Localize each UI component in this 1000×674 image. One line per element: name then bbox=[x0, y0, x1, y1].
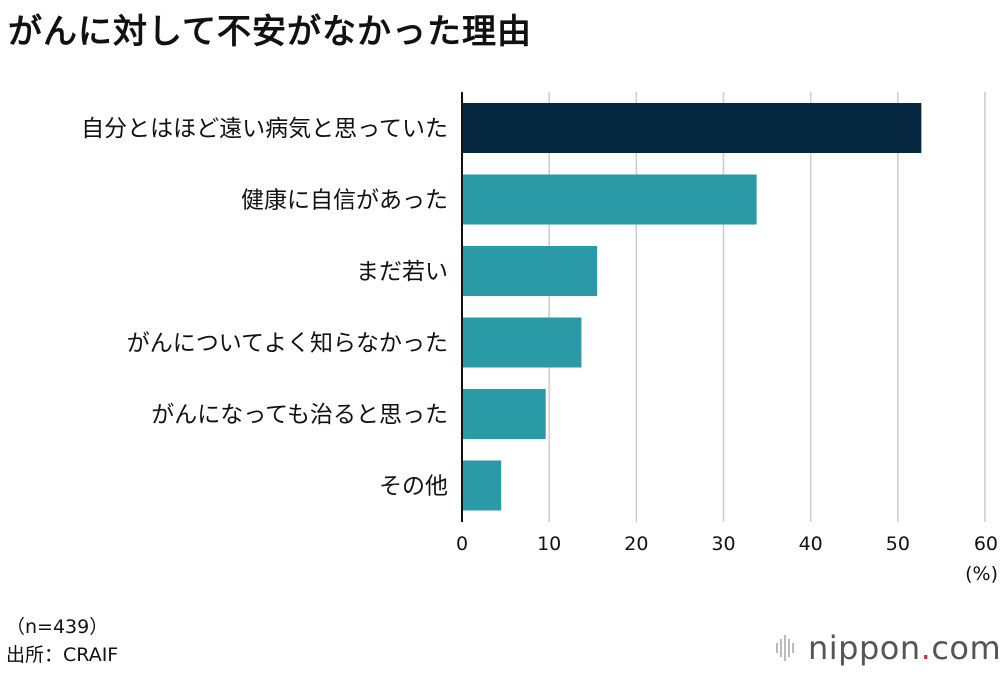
x-tick-label: 0 bbox=[456, 533, 468, 555]
bars bbox=[462, 103, 922, 511]
source-note: 出所：CRAIF bbox=[6, 644, 119, 666]
x-tick-label: 10 bbox=[537, 533, 561, 555]
sample-size-note: （n=439） bbox=[6, 616, 109, 638]
brand-mark-icon bbox=[776, 635, 794, 661]
category-label: 自分とはほど遠い病気と思っていた bbox=[81, 116, 448, 142]
x-tick-label: 40 bbox=[799, 533, 823, 555]
x-tick-label: 20 bbox=[624, 533, 648, 555]
category-label: がんについてよく知らなかった bbox=[127, 331, 448, 357]
bar bbox=[462, 174, 757, 225]
bar-chart: 自分とはほど遠い病気と思っていた健康に自信があったまだ若いがんについてよく知らな… bbox=[81, 92, 998, 585]
gridlines bbox=[548, 92, 986, 522]
x-unit-label: (%) bbox=[965, 563, 998, 585]
bar bbox=[462, 460, 502, 511]
bar bbox=[462, 389, 546, 439]
category-label: がんになっても治ると思った bbox=[151, 402, 448, 428]
chart-title: がんに対して不安がなかった理由 bbox=[8, 12, 532, 52]
x-tick-label: 60 bbox=[974, 533, 998, 555]
category-label: 健康に自信があった bbox=[241, 188, 448, 214]
bar bbox=[462, 103, 922, 153]
x-tick-label: 50 bbox=[886, 533, 910, 555]
category-label: その他 bbox=[379, 474, 448, 500]
category-labels: 自分とはほど遠い病気と思っていた健康に自信があったまだ若いがんについてよく知らな… bbox=[81, 116, 448, 500]
x-tick-label: 30 bbox=[711, 533, 735, 555]
x-tick-labels: 0 10 20 30 40 50 60 bbox=[456, 533, 998, 555]
brand-dot: . bbox=[920, 629, 932, 667]
bar bbox=[462, 246, 598, 296]
brand-wordmark: nippon.com bbox=[808, 629, 1000, 667]
brand-suffix: com bbox=[931, 629, 1000, 667]
brand-logo: nippon.com bbox=[776, 628, 1000, 668]
category-label: まだ若い bbox=[356, 259, 448, 285]
brand-name: nippon bbox=[808, 629, 921, 667]
bar bbox=[462, 317, 582, 368]
